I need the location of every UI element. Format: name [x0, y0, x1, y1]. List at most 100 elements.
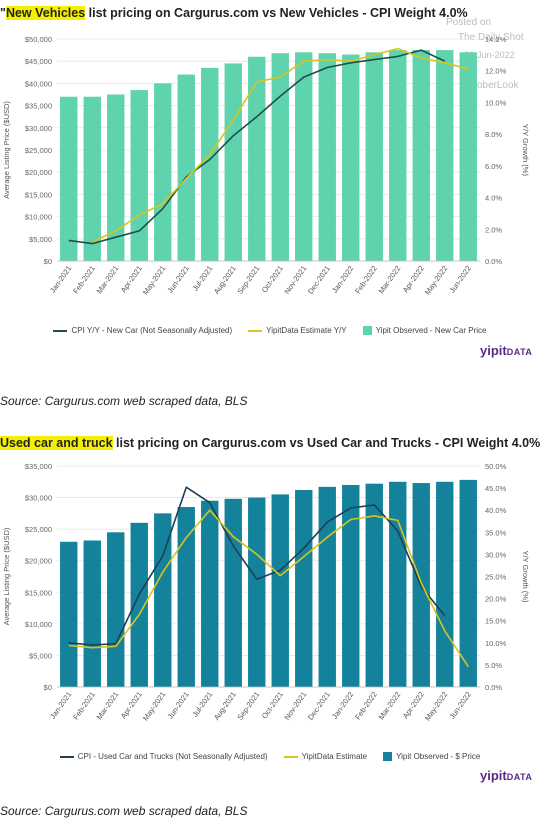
chart2-y2tick-label: 5.0%: [485, 661, 502, 670]
chart2-xtick-label: Jan-2022: [330, 690, 355, 721]
chart1-bar: [60, 96, 78, 261]
chart2-bar: [60, 541, 78, 687]
chart1-ytick-label: $15,000: [25, 190, 52, 199]
chart1-ytick-label: $45,000: [25, 57, 52, 66]
chart2-xtick-label: Dec-2021: [306, 690, 332, 722]
chart2-y2tick-label: 15.0%: [485, 617, 507, 626]
chart2-legend-cpi: CPI - Used Car and Trucks (Not Seasonall…: [59, 752, 268, 761]
chart1-y2tick-label: 2.0%: [485, 225, 502, 234]
chart1-bar: [224, 63, 242, 261]
chart2-plot: $0 $5,000 $10,000 $15,000 $20,000 $25,000 $30,…: [2, 462, 530, 722]
chart2-bar: [295, 489, 313, 687]
chart2-xtick-label: Jun-2021: [166, 690, 191, 721]
chart2-ytick-label: $5,000: [29, 651, 52, 660]
chart1-bar: [177, 74, 195, 261]
chart1-legend-yipit-est: YipitData Estimate Y/Y: [248, 326, 347, 335]
chart1-legend-observed: Yipit Observed - New Car Price: [362, 326, 487, 335]
chart2-y2tick-label: 30.0%: [485, 550, 507, 559]
chart2-ytick-label: $20,000: [25, 557, 52, 566]
chart1-y2tick-label: 0.0%: [485, 257, 502, 266]
chart2-bar: [318, 486, 336, 687]
chart1-bar: [436, 50, 454, 261]
chart2-xtick-label: Oct-2021: [260, 690, 285, 720]
chart2-y2tick-label: 20.0%: [485, 595, 507, 604]
chart1-xtick-label: Apr-2022: [401, 264, 426, 294]
chart2-xtick-label: Mar-2021: [95, 690, 121, 721]
chart1-xtick-label: Jan-2022: [330, 264, 355, 295]
chart2-bar: [201, 500, 219, 687]
chart2-ytick-label: $25,000: [25, 525, 52, 534]
chart1-yipit-estimate-line: [91, 47, 469, 243]
chart2-y2tick-label: 45.0%: [485, 484, 507, 493]
chart1-ytick-label: $30,000: [25, 124, 52, 133]
chart1-bar: [365, 52, 383, 261]
chart2-source: Source: Cargurus.com web scraped data, B…: [0, 804, 248, 818]
chart1-title-highlight: New Vehicles: [5, 6, 86, 20]
chart2-xtick-label: Jan-2021: [48, 690, 73, 721]
chart2-cpi-line: [68, 486, 446, 646]
chart1-xtick-label: Sep-2021: [235, 264, 261, 296]
chart1-bar: [295, 52, 313, 261]
chart1-ytick-label: $40,000: [25, 79, 52, 88]
chart2-xtick-label: Sep-2021: [235, 690, 261, 722]
chart2-xtick-label: Nov-2021: [282, 690, 308, 722]
chart2-y2tick-label: 40.0%: [485, 506, 507, 515]
chart2-ylabel: Average Listing Price ($USD): [2, 527, 11, 625]
chart2-y2label: Y/Y Growth (%): [521, 551, 530, 603]
chart2-y2tick-label: 0.0%: [485, 683, 502, 692]
chart1-brand-logo: yipitDATA: [480, 343, 533, 358]
chart2-legend-yipit-est: YipitData Estimate: [283, 752, 367, 761]
watermark-line-1: Posted on: [446, 17, 492, 28]
chart2-brand-logo: yipitDATA: [480, 768, 533, 783]
chart1-plot: $0 $5,000 $10,000 $15,000 $20,000 $25,000 $30,…: [2, 35, 530, 296]
chart2-xtick-label: Apr-2022: [401, 690, 426, 720]
chart1-xtick-label: Feb-2022: [353, 264, 379, 295]
chart2-bar: [107, 532, 125, 687]
chart1-ytick-label: $20,000: [25, 168, 52, 177]
chart2-yipit-estimate-line: [68, 509, 469, 668]
chart1-xtick-label: Nov-2021: [282, 264, 308, 296]
chart1-legend-cpi: CPI Y/Y - New Car (Not Seasonally Adjust…: [53, 326, 232, 335]
chart2-bar: [436, 481, 454, 687]
chart1-title: "New Vehicles list pricing on Cargurus.c…: [0, 6, 468, 20]
chart2-ytick-label: $0: [44, 683, 52, 692]
chart1-ytick-label: $50,000: [25, 35, 52, 44]
chart1-bar: [412, 50, 430, 261]
chart1-xtick-label: Apr-2021: [119, 264, 144, 294]
chart1-bar: [130, 90, 148, 261]
chart1-legend: CPI Y/Y - New Car (Not Seasonally Adjust…: [0, 326, 540, 335]
chart2-y2tick-label: 50.0%: [485, 462, 507, 471]
chart2-y2tick-label: 10.0%: [485, 639, 507, 648]
chart1-bar: [83, 96, 101, 261]
chart2-bar: [83, 540, 101, 687]
chart2-y2tick-label: 25.0%: [485, 573, 507, 582]
chart1-xtick-label: Dec-2021: [306, 264, 332, 296]
chart1-ytick-label: $25,000: [25, 146, 52, 155]
chart2-xtick-label: Apr-2021: [119, 690, 144, 720]
chart1-ytick-label: $5,000: [29, 235, 52, 244]
watermark-line-3: 20-Jun-2022: [464, 50, 515, 60]
chart1-ytick-label: $10,000: [25, 213, 52, 222]
chart2-y2tick-label: 35.0%: [485, 528, 507, 537]
chart2-bar: [154, 513, 172, 687]
watermark-line-2: The Daily Shot: [458, 32, 524, 43]
chart1-xtick-label: Jun-2021: [166, 264, 191, 295]
chart2-ytick-label: $30,000: [25, 494, 52, 503]
chart1-xtick-label: Mar-2021: [95, 264, 121, 295]
chart2-bar: [177, 507, 195, 687]
chart2-xtick-label: Mar-2022: [377, 690, 403, 721]
chart1-bar: [342, 54, 360, 261]
chart1-y2tick-label: 6.0%: [485, 162, 502, 171]
chart1-bar: [318, 53, 336, 261]
chart1-bar: [154, 83, 172, 262]
chart2-bar: [342, 484, 360, 687]
chart2-bar: [224, 498, 242, 687]
chart2-title: Used car and truck list pricing on Cargu…: [0, 436, 540, 450]
chart1-xtick-label: May-2021: [141, 264, 168, 296]
chart2-bar: [130, 522, 148, 687]
chart1-y2tick-label: 14.0%: [485, 35, 507, 44]
chart2-legend: CPI - Used Car and Trucks (Not Seasonall…: [0, 752, 540, 761]
chart2-xtick-label: Feb-2021: [71, 690, 97, 721]
chart1-xtick-label: Oct-2021: [260, 264, 285, 294]
chart1-bar: [459, 52, 477, 261]
